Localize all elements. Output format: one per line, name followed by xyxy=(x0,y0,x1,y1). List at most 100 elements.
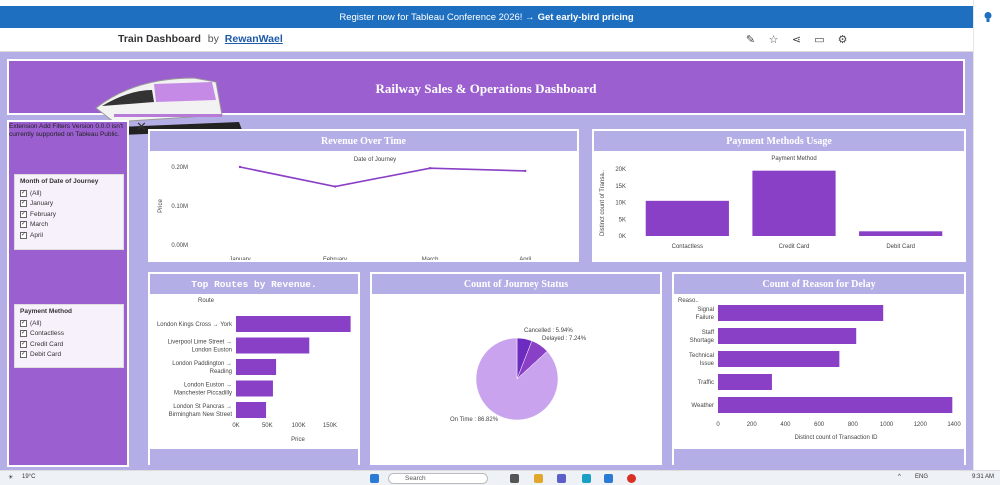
promo-link[interactable]: Get early-bird pricing xyxy=(537,11,634,23)
route-label: Birmingham New Street xyxy=(169,412,233,418)
delay-bar xyxy=(718,305,884,321)
payment-option[interactable]: ✓ (All) xyxy=(20,318,118,329)
y-tick-label: 20K xyxy=(615,167,626,173)
routes-card: Top Routes by Revenue. Route London Kings… xyxy=(148,272,360,468)
checkbox-icon[interactable]: ✓ xyxy=(20,319,27,327)
route-label: Manchester Piccadilly xyxy=(174,391,232,397)
edge-icon[interactable] xyxy=(582,474,591,483)
teams-icon[interactable] xyxy=(557,474,566,483)
edit-icon[interactable]: ✎ xyxy=(745,34,756,46)
taskview-icon[interactable] xyxy=(510,474,519,483)
month-option[interactable]: ✓ (All) xyxy=(20,188,118,199)
month-option[interactable]: ✓ February xyxy=(20,209,118,220)
x-tick-label: Debit Card xyxy=(886,244,915,250)
route-bar xyxy=(236,359,277,375)
delay-reason-label: Technical xyxy=(689,353,714,359)
status-pie-chart[interactable]: Cancelled : 5.94% Delayed : 7.24% On Time … xyxy=(372,294,660,463)
store-icon[interactable] xyxy=(604,474,613,483)
x-tick-label: 100K xyxy=(292,423,306,429)
viz-by: by xyxy=(207,33,219,45)
payment-option[interactable]: ✓ Debit Card xyxy=(20,350,118,361)
x-tick-label: February xyxy=(323,257,347,260)
route-label: London Kings Cross → York xyxy=(157,322,233,328)
viz-title: Train Dashboard by RewanWael xyxy=(118,33,283,45)
pie-slice xyxy=(475,337,559,421)
checkbox-icon[interactable]: ✓ xyxy=(20,210,27,218)
lightbulb-icon[interactable] xyxy=(983,11,993,24)
y-tick-label: 10K xyxy=(615,201,626,207)
delay-bar xyxy=(718,328,857,344)
y-tick-label: 0.20M xyxy=(171,165,188,171)
taskbar: ☀ 19°C Search ^ ENG 9:31 AM xyxy=(0,470,1000,485)
revenue-card-title: Revenue Over Time xyxy=(150,131,577,151)
y-tick-label: 0.00M xyxy=(171,243,188,249)
delay-card: Count of Reason for Delay Reaso.. Signal F… xyxy=(672,272,966,468)
filter-sidebar xyxy=(7,120,129,467)
month-option[interactable]: ✓ April xyxy=(20,230,118,241)
payment-option[interactable]: ✓ Credit Card xyxy=(20,339,118,350)
checkbox-icon[interactable]: ✓ xyxy=(20,189,27,197)
route-bar xyxy=(236,337,310,354)
payment-option-label: Credit Card xyxy=(30,340,64,348)
delay-bar xyxy=(718,351,840,367)
payment-option-label: Debit Card xyxy=(30,351,62,359)
x-axis-label: Distinct count of Transaction ID xyxy=(794,435,878,441)
payment-bar-chart[interactable]: Payment Method Distinct count of Transa..… xyxy=(594,151,964,260)
close-icon[interactable]: ✕ xyxy=(136,119,147,134)
x-tick-label: April xyxy=(519,257,531,260)
month-filter: Month of Date of Journey ✓ (All) ✓ January… xyxy=(14,174,124,250)
x-tick-label: 400 xyxy=(780,422,791,428)
payment-bar xyxy=(752,170,836,236)
y-tick-label: 5K xyxy=(619,217,626,223)
weather-icon[interactable]: ☀ xyxy=(8,475,14,481)
promo-banner[interactable]: Register now for Tableau Conference 2026… xyxy=(0,6,973,28)
x-tick-label: 0 xyxy=(716,422,720,428)
payment-filter-title: Payment Method xyxy=(20,308,73,315)
checkbox-icon[interactable]: ✓ xyxy=(20,231,27,239)
delay-card-title: Count of Reason for Delay xyxy=(674,274,964,294)
x-tick-label: 50K xyxy=(262,423,273,429)
x-tick-label: Contactless xyxy=(672,244,703,250)
y-tick-label: 0.10M xyxy=(171,204,188,210)
folder-icon[interactable] xyxy=(534,474,543,483)
status-card: Count of Journey Status Cancelled : 5.94… xyxy=(370,272,662,465)
checkbox-icon[interactable]: ✓ xyxy=(20,200,27,208)
routes-card-title: Top Routes by Revenue. xyxy=(150,274,358,294)
payment-option[interactable]: ✓ Contactless xyxy=(20,329,118,340)
viz-title-text: Train Dashboard xyxy=(118,33,201,45)
month-option[interactable]: ✓ January xyxy=(20,199,118,210)
dashboard-title: Railway Sales & Operations Dashboard xyxy=(375,81,597,96)
checkbox-icon[interactable]: ✓ xyxy=(20,330,27,338)
delay-reason-label: Failure xyxy=(696,315,715,321)
star-icon[interactable]: ☆ xyxy=(768,34,779,46)
gear-icon[interactable]: ⚙ xyxy=(837,34,848,46)
x-tick-label: 1000 xyxy=(880,422,894,428)
share-icon[interactable]: ⋖ xyxy=(791,34,802,46)
chrome-icon[interactable] xyxy=(627,474,636,483)
delay-bar xyxy=(718,374,772,390)
checkbox-icon[interactable]: ✓ xyxy=(20,340,27,348)
revenue-line-chart[interactable]: Date of Journey Price 0.00M 0.10M 0.20M Janua… xyxy=(150,151,577,263)
x-tick-label: 800 xyxy=(848,422,859,428)
routes-bar-chart[interactable]: Route London Kings Cross → York Liverpool … xyxy=(150,294,358,444)
route-label: Reading xyxy=(210,369,232,375)
checkbox-icon[interactable]: ✓ xyxy=(20,351,27,359)
route-label: London Euston → xyxy=(184,383,232,389)
month-option-label: January xyxy=(30,200,54,208)
revenue-series-line xyxy=(239,166,526,188)
x-tick-label: 600 xyxy=(814,422,825,428)
month-option-label: February xyxy=(30,210,57,218)
windows-start-icon[interactable] xyxy=(370,474,379,483)
taskbar-search[interactable]: Search xyxy=(388,473,488,484)
delay-bar-chart[interactable]: Reaso.. Signal Failure Staff Shortage Technic… xyxy=(674,294,964,444)
status-card-title: Count of Journey Status xyxy=(372,274,660,294)
language-indicator[interactable]: ENG xyxy=(915,474,929,480)
chevron-up-icon[interactable]: ^ xyxy=(898,474,901,480)
author-link[interactable]: RewanWael xyxy=(224,33,283,45)
month-option[interactable]: ✓ March xyxy=(20,220,118,231)
payment-card-title: Payment Methods Usage xyxy=(594,131,964,151)
y-axis-label: Price xyxy=(158,199,164,213)
clock[interactable]: 9:31 AM xyxy=(972,474,995,480)
comment-icon[interactable]: ▭ xyxy=(814,34,825,46)
checkbox-icon[interactable]: ✓ xyxy=(20,221,27,229)
